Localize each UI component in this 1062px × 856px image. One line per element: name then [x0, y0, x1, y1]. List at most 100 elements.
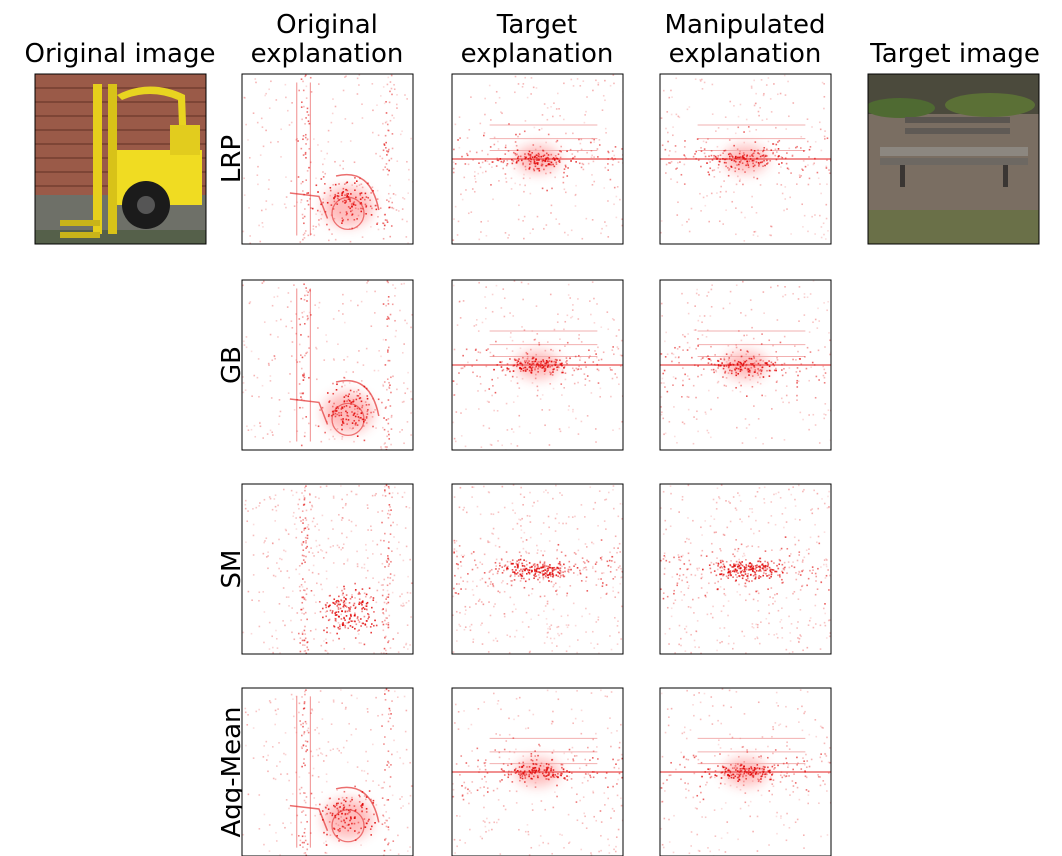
heatmap-speck [278, 539, 280, 541]
heatmap-speck [331, 122, 333, 124]
heatmap-speck [369, 587, 371, 589]
heatmap-speck [457, 564, 459, 566]
heatmap-speck [728, 345, 730, 347]
heatmap-speck [345, 411, 347, 413]
heatmap-speck [586, 569, 588, 571]
heatmap-speck [714, 532, 716, 534]
heatmap-speck [707, 329, 709, 331]
heatmap-speck [354, 615, 356, 617]
heatmap-speck [544, 370, 546, 372]
heatmap-speck [665, 432, 667, 434]
heatmap-speck [616, 196, 618, 198]
heatmap-speck [409, 644, 411, 646]
heatmap-speck [718, 563, 720, 565]
heatmap-speck [251, 599, 253, 601]
heatmap-speck [716, 192, 718, 194]
heatmap-speck [355, 525, 357, 527]
heatmap-speck [742, 577, 744, 579]
heatmap-speck [661, 396, 663, 398]
heatmap-speck [384, 533, 386, 535]
heatmap-speck [299, 642, 301, 644]
heatmap-speck [384, 648, 386, 650]
heatmap-speck [537, 390, 539, 392]
heatmap-speck [736, 284, 738, 286]
heatmap-speck [301, 563, 303, 565]
heatmap-speck [524, 587, 526, 589]
heatmap-speck [287, 773, 289, 775]
heatmap-speck [481, 601, 483, 603]
heatmap-speck [355, 207, 357, 209]
heatmap-speck [383, 339, 385, 341]
heatmap-speck [663, 592, 665, 594]
heatmap-speck [720, 578, 722, 580]
heatmap-speck [332, 393, 334, 395]
heatmap-speck [387, 168, 389, 170]
heatmap-speck [460, 561, 462, 563]
heatmap-speck [668, 643, 670, 645]
heatmap-speck [320, 218, 322, 220]
heatmap-speck [544, 373, 546, 375]
heatmap-speck [672, 384, 674, 386]
heatmap-speck [264, 540, 266, 542]
heatmap-speck [343, 90, 345, 92]
heatmap-speck [523, 548, 525, 550]
heatmap-speck [366, 404, 368, 406]
heatmap-speck [319, 748, 321, 750]
heatmap-speck [402, 208, 404, 210]
heatmap-speck [469, 606, 471, 608]
heatmap-speck [588, 163, 590, 165]
heatmap-speck [474, 175, 476, 177]
heatmap-speck [385, 811, 387, 813]
heatmap-speck [357, 227, 359, 229]
heatmap-speck [383, 782, 385, 784]
heatmap-speck [551, 188, 553, 190]
heatmap-speck [503, 570, 505, 572]
heatmap-speck [401, 593, 403, 595]
heatmap-speck [372, 110, 374, 112]
heatmap-speck [453, 596, 455, 598]
heatmap-speck [762, 360, 764, 362]
heatmap-speck [255, 711, 257, 713]
heatmap-speck [388, 558, 390, 560]
heatmap-speck [566, 360, 568, 362]
heatmap-speck [696, 631, 698, 633]
heatmap-speck [572, 316, 574, 318]
heatmap-speck [269, 824, 271, 826]
heatmap-speck [572, 158, 574, 160]
heatmap-speck [743, 131, 745, 133]
heatmap-speck [726, 527, 728, 529]
heatmap-speck [664, 555, 666, 557]
heatmap-speck [391, 416, 393, 418]
heatmap-speck [288, 596, 290, 598]
heatmap-speck [536, 333, 538, 335]
heatmap-speck [334, 194, 336, 196]
heatmap-speck [593, 647, 595, 649]
heatmap-speck [522, 357, 524, 359]
heatmap-speck [577, 574, 579, 576]
heatmap-speck [305, 637, 307, 639]
heatmap-speck [307, 649, 309, 651]
heatmap-speck [346, 405, 348, 407]
heatmap-speck [262, 282, 264, 284]
heatmap-speck [605, 528, 607, 530]
heatmap-speck [525, 156, 527, 158]
heatmap-speck [245, 708, 247, 710]
heatmap-speck [723, 365, 725, 367]
heatmap-speck [302, 316, 304, 318]
heatmap-speck [504, 565, 506, 567]
heatmap-speck [358, 420, 360, 422]
heatmap-speck [566, 650, 568, 652]
heatmap-speck [705, 205, 707, 207]
heatmap-speck [575, 194, 577, 196]
heatmap-speck [386, 561, 388, 563]
heatmap-speck [461, 435, 463, 437]
heatmap-speck [567, 167, 569, 169]
heatmap-speck [683, 594, 685, 596]
heatmap-speck [551, 581, 553, 583]
heatmap-speck [560, 575, 562, 577]
heatmap-speck [361, 604, 363, 606]
heatmap-speck [825, 372, 827, 374]
heatmap-speck [778, 155, 780, 157]
heatmap-speck [360, 625, 362, 627]
heatmap-speck [760, 184, 762, 186]
